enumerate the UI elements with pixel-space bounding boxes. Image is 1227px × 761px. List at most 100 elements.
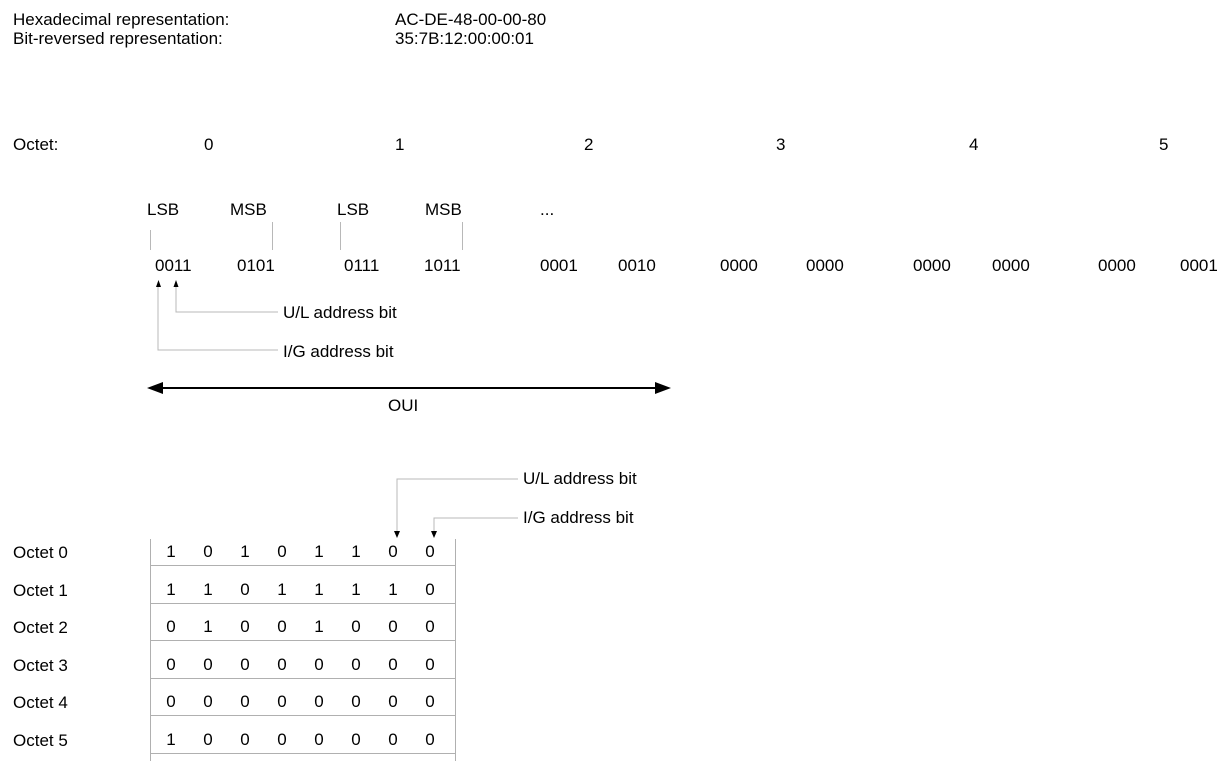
bit-cell: 0 (425, 617, 435, 636)
table-row: 0 0 0 0 0 0 0 0 (151, 689, 455, 716)
bit-cell: 0 (388, 729, 398, 749)
bit-cell: 0 (425, 654, 435, 674)
octet-number-3: 3 (776, 135, 786, 154)
bit-group-1b: 1011 (424, 256, 461, 275)
octet-row-label: Octet 0 (13, 543, 68, 562)
bit-cell: 0 (240, 579, 250, 599)
table-ig-address-bit-label: I/G address bit (523, 508, 634, 527)
bit-cell: 0 (277, 542, 287, 561)
bit-cell: 0 (166, 654, 176, 674)
octet-row-label: Octet 5 (13, 730, 68, 750)
bit-cell: 0 (203, 692, 213, 711)
bit-cell: 0 (240, 729, 250, 749)
table-ul-callout-line (396, 478, 518, 532)
bit-group-5a: 0000 (1098, 256, 1136, 275)
bit-cell: 0 (425, 579, 435, 599)
bit-cell: 0 (351, 654, 361, 674)
octet-row-label: Octet 4 (13, 693, 68, 712)
ul-callout-line (175, 286, 278, 313)
bit-cell: 0 (388, 617, 398, 636)
bit-cell: 1 (166, 542, 176, 561)
octet-number-4: 4 (969, 135, 979, 154)
bitrev-value: 35:7B:12:00:00:01 (395, 29, 534, 48)
bit-cell: 0 (277, 692, 287, 711)
bit-group-3b: 0000 (806, 256, 844, 275)
octet-label: Octet: (13, 135, 59, 154)
bit-cell: 0 (425, 692, 435, 711)
lsb-label-octet1: LSB (337, 200, 370, 219)
bit-cell: 0 (388, 692, 398, 711)
bit-cell: 0 (277, 729, 287, 749)
bit-group-5b: 0001 (1180, 256, 1218, 275)
bit-cell: 1 (240, 542, 250, 561)
bit-cell: 1 (166, 729, 176, 749)
bit-cell: 0 (351, 729, 361, 749)
bit-group-4a: 0000 (913, 256, 951, 275)
bit-group-0b: 0101 (237, 256, 275, 275)
bit-cell: 1 (314, 579, 324, 599)
bit-cell: 0 (203, 654, 213, 674)
msb-label-octet1: MSB (425, 200, 462, 219)
bit-cell: 0 (240, 692, 250, 711)
bit-cell: 1 (314, 542, 324, 561)
bit-cell: 0 (166, 692, 176, 711)
ig-arrowhead (156, 280, 161, 287)
hex-label: Hexadecimal representation: (13, 10, 230, 29)
octet-row-label: Octet 3 (13, 655, 68, 675)
table-row: 0 1 0 0 1 0 0 0 (151, 614, 455, 641)
lsb-label-octet0: LSB (147, 200, 180, 219)
bit-cell: 0 (425, 729, 435, 749)
bit-cell: 1 (351, 579, 361, 599)
octet-number-5: 5 (1159, 135, 1169, 154)
bit-cell: 0 (425, 542, 435, 561)
table-ig-callout-line (433, 517, 518, 532)
table-row: 1 0 0 0 0 0 0 0 (151, 727, 455, 754)
bit-cell: 1 (351, 542, 361, 561)
bit-cell: 0 (203, 729, 213, 749)
table-row: 1 0 1 0 1 1 0 0 (151, 539, 455, 566)
bit-cell: 1 (388, 579, 398, 599)
oui-arrow-left (147, 382, 163, 394)
ul-address-bit-label: U/L address bit (283, 303, 397, 322)
msb-label-octet0: MSB (230, 200, 267, 219)
ellipsis: ... (540, 200, 555, 219)
bit-cell: 0 (388, 654, 398, 674)
oui-arrow-right (655, 382, 671, 394)
table-ul-arrowhead (394, 531, 400, 538)
bit-cell: 0 (203, 542, 213, 561)
bit-cell: 0 (314, 692, 324, 711)
bit-group-2b: 0010 (618, 256, 656, 275)
bit-group-3a: 0000 (720, 256, 758, 275)
octet-number-2: 2 (584, 135, 594, 154)
table-row: 1 1 0 1 1 1 1 0 (151, 577, 455, 604)
ig-address-bit-label: I/G address bit (283, 342, 394, 361)
bit-cell: 1 (166, 579, 176, 599)
bit-cell: 0 (388, 542, 398, 561)
table-ul-address-bit-label: U/L address bit (523, 469, 637, 488)
bit-cell: 0 (240, 654, 250, 674)
bit-cell: 0 (166, 617, 176, 636)
bit-cell: 0 (314, 729, 324, 749)
hex-value: AC-DE-48-00-00-80 (395, 10, 547, 29)
bit-cell: 0 (240, 617, 250, 636)
bit-group-2a: 0001 (540, 256, 578, 275)
octet-row-label: Octet 1 (13, 580, 68, 600)
octet-number-0: 0 (204, 135, 214, 154)
bit-cell: 0 (277, 617, 287, 636)
bit-group-1a: 0111 (344, 256, 380, 275)
ul-arrowhead (173, 280, 179, 287)
octet-number-1: 1 (395, 135, 405, 154)
bit-group-4b: 0000 (992, 256, 1030, 275)
bit-cell: 0 (314, 654, 324, 674)
oui-label: OUI (388, 396, 419, 415)
bit-group-0a: 0011 (155, 256, 192, 275)
bit-cell: 0 (351, 692, 361, 711)
bit-cell: 1 (203, 579, 213, 599)
ig-callout-line (157, 286, 278, 351)
octet-row-label: Octet 2 (13, 618, 68, 637)
table-ig-arrowhead (431, 531, 437, 538)
bit-cell: 1 (314, 617, 324, 636)
table-row: 0 0 0 0 0 0 0 0 (151, 652, 455, 679)
